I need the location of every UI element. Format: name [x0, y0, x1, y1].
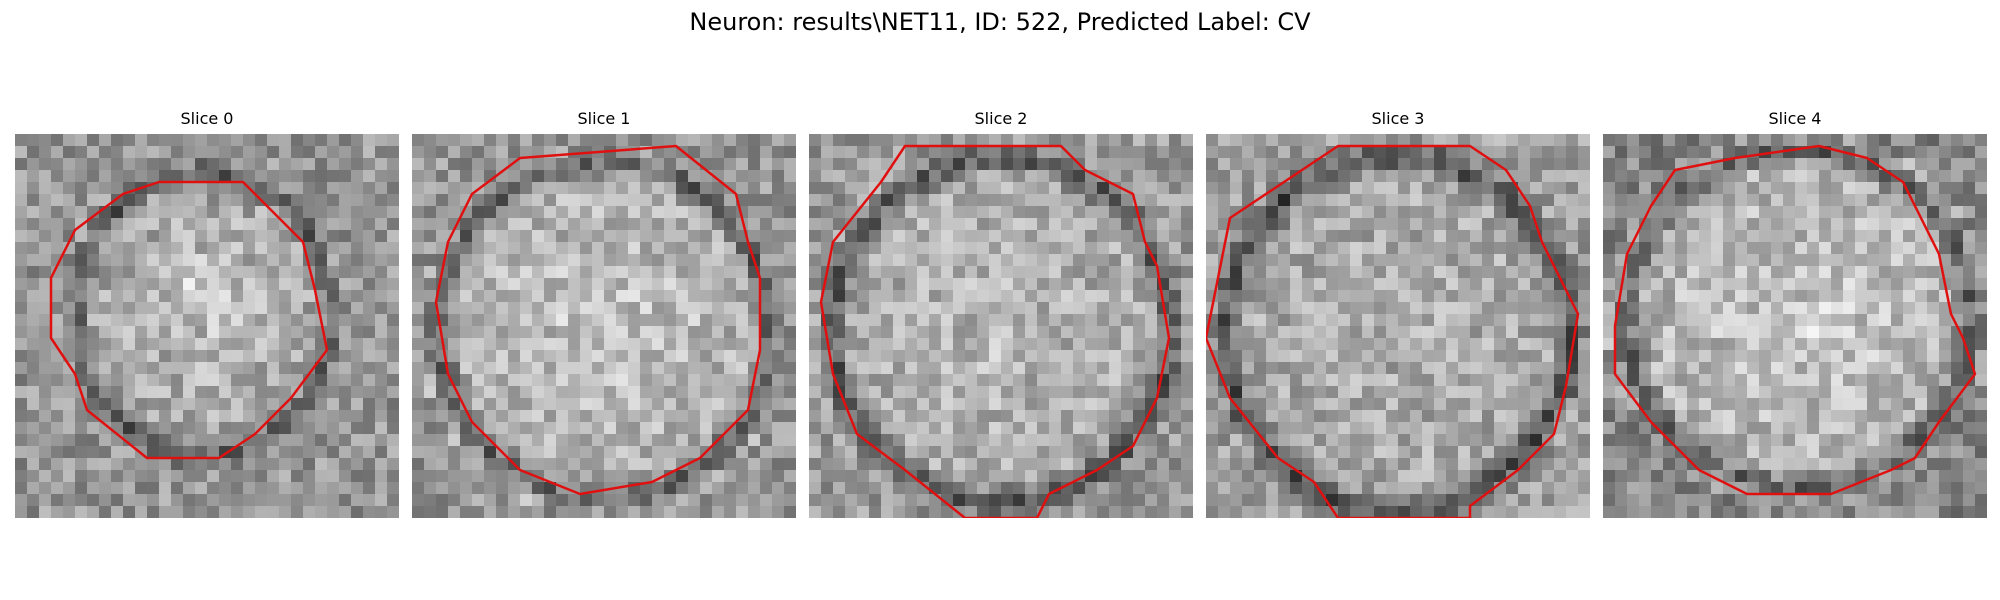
- segmentation-contour: [1613, 144, 1977, 496]
- segmentation-contour: [819, 144, 1171, 518]
- slice-title: Slice 3: [1371, 109, 1425, 128]
- slice-image-4: [1603, 134, 1987, 518]
- slice-image-2: [809, 134, 1193, 518]
- slice-image-0: [15, 134, 399, 518]
- slice-title: Slice 2: [974, 109, 1028, 128]
- segmentation-contour: [434, 144, 762, 496]
- slice-image-3: [1206, 134, 1590, 518]
- segmentation-contour: [49, 180, 329, 460]
- segmentation-contour: [1206, 144, 1580, 518]
- slice-image-1: [412, 134, 796, 518]
- figure-title: Neuron: results\NET11, ID: 522, Predicte…: [689, 8, 1311, 36]
- slice-title: Slice 0: [180, 109, 234, 128]
- slice-title: Slice 4: [1768, 109, 1822, 128]
- slice-title: Slice 1: [577, 109, 631, 128]
